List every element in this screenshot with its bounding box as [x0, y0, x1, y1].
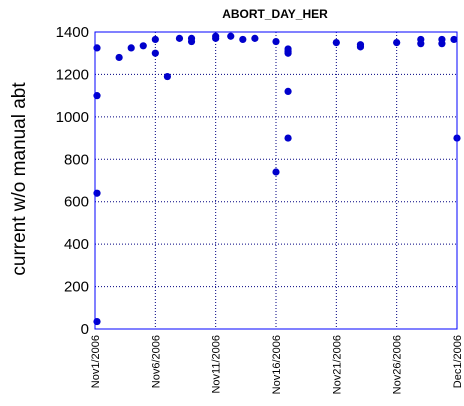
data-points	[93, 32, 461, 326]
data-point	[93, 317, 101, 326]
x-tick-label: Nov11/2006	[211, 335, 223, 394]
data-point	[284, 134, 292, 142]
data-point	[332, 39, 340, 47]
y-tick-label: 1000	[56, 109, 89, 126]
data-point	[212, 34, 220, 42]
y-tick-label: 600	[64, 194, 89, 211]
data-point	[227, 32, 235, 40]
data-point	[251, 34, 259, 42]
data-point	[239, 35, 247, 44]
data-point	[393, 39, 401, 47]
y-tick-label: 800	[64, 151, 89, 168]
y-tick-label: 1400	[56, 24, 89, 41]
x-tick-label: Nov26/2006	[392, 335, 404, 394]
data-point	[187, 37, 196, 46]
data-point	[175, 34, 184, 42]
data-point	[450, 35, 458, 44]
data-point	[93, 189, 101, 197]
data-point	[151, 35, 159, 44]
data-point	[151, 49, 159, 57]
data-point	[163, 72, 171, 81]
data-point	[356, 43, 365, 51]
axis-ticks: 0 200 400 600 800 1000 1200 1400 Nov1/2006 Nov6/2…	[56, 24, 464, 394]
y-tick-label: 1200	[56, 66, 89, 83]
data-point	[417, 40, 425, 48]
data-point	[284, 87, 292, 95]
data-point	[272, 168, 280, 176]
chart-title: ABORT_DAY_HER	[222, 7, 328, 21]
data-point	[284, 49, 292, 57]
y-tick-label: 0	[81, 321, 89, 338]
x-tick-label: Nov21/2006	[331, 335, 343, 394]
x-tick-label: Dec1/2006	[452, 335, 464, 388]
data-point	[438, 40, 446, 48]
data-point	[127, 44, 135, 52]
y-tick-label: 200	[64, 279, 89, 296]
x-tick-label: Nov1/2006	[90, 335, 102, 388]
data-point	[93, 92, 101, 100]
y-axis-label: current w/o manual abt	[9, 82, 30, 276]
grid-lines	[95, 32, 457, 329]
x-tick-label: Nov6/2006	[150, 335, 162, 388]
y-tick-label: 400	[64, 236, 89, 253]
data-point	[139, 42, 147, 50]
plot-area	[94, 31, 458, 330]
x-tick-label: Nov16/2006	[271, 335, 283, 394]
data-point	[272, 37, 280, 46]
data-point	[93, 44, 101, 52]
data-point	[115, 53, 123, 62]
